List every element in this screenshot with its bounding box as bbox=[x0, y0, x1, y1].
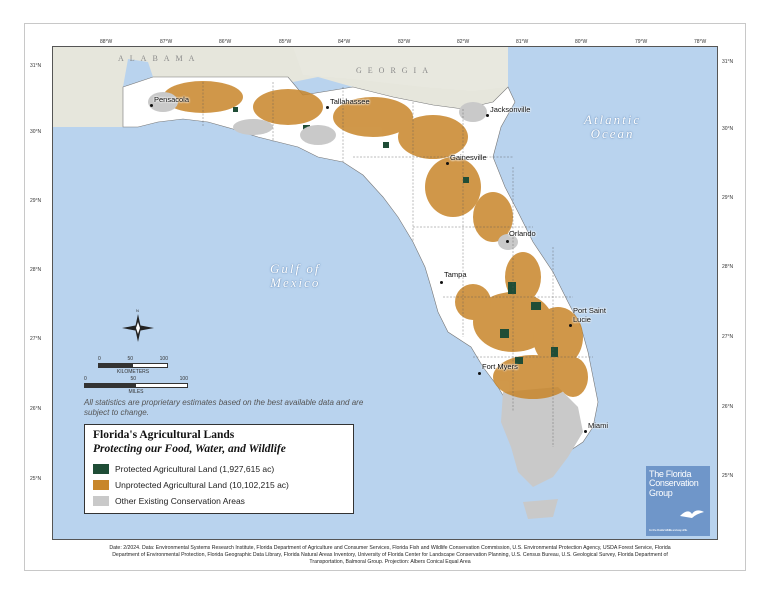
city-marker bbox=[326, 106, 329, 109]
gulf-line2: Mexico bbox=[270, 274, 321, 290]
legend-item-conservation: Other Existing Conservation Areas bbox=[93, 493, 345, 509]
km-tick: 50 bbox=[127, 356, 133, 362]
city-label-miami: Miami bbox=[588, 421, 608, 430]
conservation-keys bbox=[523, 499, 558, 519]
city-label-orlando: Orlando bbox=[509, 229, 536, 238]
footer-line3: Transportation, Balmoral Group. Projecti… bbox=[309, 559, 471, 566]
lon-tick-top: 81°W bbox=[516, 39, 529, 45]
logo-line1: The Florida bbox=[649, 469, 692, 479]
footer-line1: Date: 2/2024. Data: Environmental System… bbox=[109, 545, 671, 551]
city-marker bbox=[486, 114, 489, 117]
city-marker bbox=[569, 324, 572, 327]
city-marker bbox=[584, 430, 587, 433]
compass-rose-icon bbox=[122, 314, 154, 342]
legend-item-protected: Protected Agricultural Land (1,927,615 a… bbox=[93, 461, 345, 477]
florida-conservation-group-logo: The Florida Conservation Group For the F… bbox=[646, 466, 710, 536]
legend-subtitle: Protecting our Food, Water, and Wildlife bbox=[93, 442, 286, 455]
footer-line2: Department of Environmental Protection, … bbox=[112, 552, 668, 559]
legend: Florida's Agricultural Lands Protecting … bbox=[84, 424, 354, 514]
city-marker bbox=[150, 104, 153, 107]
compass-north-label: N bbox=[136, 308, 139, 313]
lat-tick-right: 29°N bbox=[722, 195, 734, 201]
gulf-of-mexico-label: Gulf of Mexico bbox=[270, 262, 320, 289]
mi-tick: 100 bbox=[179, 376, 188, 382]
logo-line3: Group bbox=[649, 487, 673, 498]
lat-tick-right: 26°N bbox=[722, 404, 734, 410]
legend-swatch-conservation bbox=[93, 495, 109, 506]
lat-tick-left: 26°N bbox=[30, 406, 42, 412]
legend-swatch-protected bbox=[93, 463, 109, 474]
city-label-lucie: Lucie bbox=[573, 315, 591, 324]
conservation-everglades bbox=[501, 387, 583, 487]
lat-tick-right: 25°N bbox=[722, 473, 734, 479]
lat-tick-left: 29°N bbox=[30, 198, 42, 204]
city-label-tampa: Tampa bbox=[444, 270, 467, 279]
atlantic-line2: Ocean bbox=[590, 125, 635, 141]
logo-line2: Conservation bbox=[649, 478, 699, 489]
lon-tick-top: 79°W bbox=[635, 39, 648, 45]
lon-tick-top: 80°W bbox=[575, 39, 588, 45]
lat-tick-left: 31°N bbox=[30, 63, 42, 69]
city-marker bbox=[446, 162, 449, 165]
lon-tick-top: 84°W bbox=[338, 39, 351, 45]
city-label-port-saint: Port Saint bbox=[573, 306, 606, 315]
km-label: KILOMETERS bbox=[116, 369, 150, 375]
city-label-jacksonville: Jacksonville bbox=[490, 105, 531, 114]
lon-tick-top: 85°W bbox=[279, 39, 292, 45]
lon-tick-top: 83°W bbox=[398, 39, 411, 45]
atlantic-line1: Atlantic bbox=[584, 112, 642, 127]
bird-icon bbox=[680, 510, 704, 518]
scalebar-kilometers: 0 50 100 KILOMETERS bbox=[98, 356, 168, 375]
legend-label: Protected Agricultural Land (1,927,615 a… bbox=[115, 463, 275, 474]
lat-tick-right: 30°N bbox=[722, 126, 734, 132]
city-label-pensacola: Pensacola bbox=[154, 95, 190, 104]
mi-tick: 50 bbox=[130, 376, 136, 382]
atlantic-ocean-label: Atlantic Ocean bbox=[584, 113, 641, 140]
logo-tagline: For the Florida Wildlife and way of life bbox=[649, 527, 688, 532]
data-sources-footer: Date: 2/2024. Data: Environmental System… bbox=[60, 545, 720, 566]
mi-label: MILES bbox=[128, 389, 144, 395]
disclaimer: All statistics are proprietary estimates… bbox=[84, 398, 364, 417]
lon-tick-top: 86°W bbox=[219, 39, 232, 45]
lon-tick-top: 88°W bbox=[100, 39, 113, 45]
legend-swatch-unprotected bbox=[93, 479, 109, 490]
lon-tick-top: 78°W bbox=[694, 39, 707, 45]
mi-tick: 0 bbox=[84, 376, 87, 382]
city-label-fort-myers: Fort Myers bbox=[482, 362, 518, 371]
state-label-alabama: ALABAMA bbox=[118, 54, 201, 63]
lat-tick-left: 25°N bbox=[30, 476, 42, 482]
km-tick: 100 bbox=[159, 356, 168, 362]
lat-tick-left: 30°N bbox=[30, 129, 42, 135]
lat-tick-right: 27°N bbox=[722, 334, 734, 340]
lat-tick-right: 31°N bbox=[722, 59, 734, 65]
city-label-tallahassee: Tallahassee bbox=[330, 97, 370, 106]
gulf-line1: Gulf of bbox=[270, 261, 321, 276]
city-marker bbox=[506, 240, 509, 243]
lat-tick-right: 28°N bbox=[722, 264, 734, 270]
state-label-georgia: GEORGIA bbox=[356, 66, 434, 75]
legend-title: Florida's Agricultural Lands bbox=[93, 429, 235, 441]
city-label-gainesville: Gainesville bbox=[450, 153, 487, 162]
land-georgia-north bbox=[293, 47, 508, 91]
lat-tick-left: 27°N bbox=[30, 336, 42, 342]
km-tick: 0 bbox=[98, 356, 101, 362]
city-marker bbox=[440, 281, 443, 284]
unprotected-ag-areas bbox=[163, 81, 588, 399]
scalebar-miles: 0 50 100 MILES bbox=[84, 376, 188, 395]
legend-item-unprotected: Unprotected Agricultural Land (10,102,21… bbox=[93, 477, 345, 493]
lon-tick-top: 82°W bbox=[457, 39, 470, 45]
lat-tick-left: 28°N bbox=[30, 267, 42, 273]
map-canvas bbox=[53, 47, 717, 519]
legend-label: Other Existing Conservation Areas bbox=[115, 495, 245, 506]
legend-label: Unprotected Agricultural Land (10,102,21… bbox=[115, 479, 289, 490]
lon-tick-top: 87°W bbox=[160, 39, 173, 45]
land-alabama-georgia bbox=[53, 47, 717, 127]
county-lines bbox=[202, 82, 593, 447]
city-marker bbox=[478, 372, 481, 375]
